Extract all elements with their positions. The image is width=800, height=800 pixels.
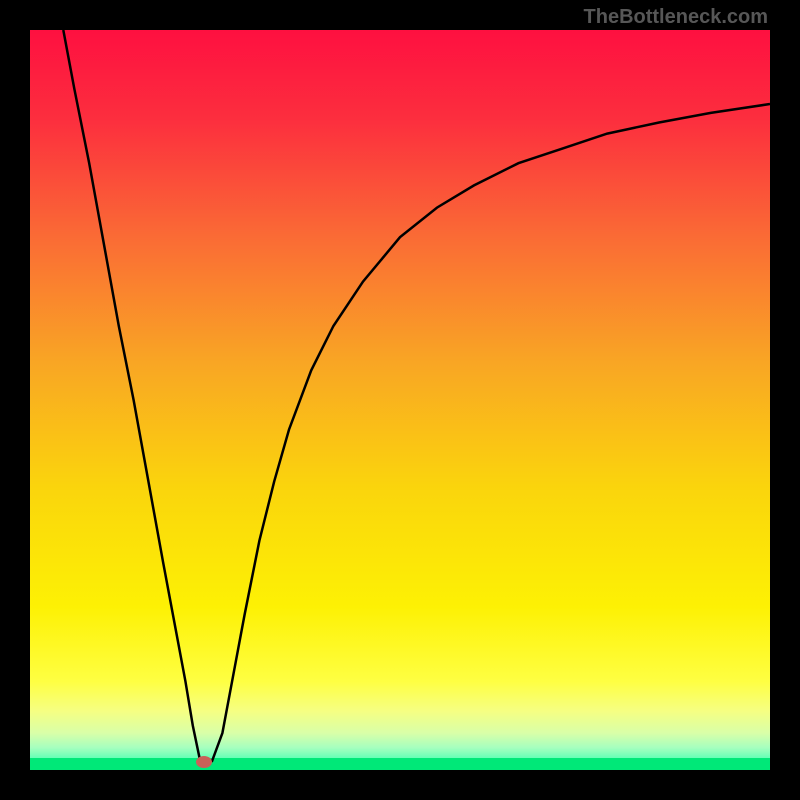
watermark-text: TheBottleneck.com bbox=[584, 6, 768, 29]
bottleneck-curve bbox=[63, 30, 770, 763]
chart-area bbox=[30, 30, 770, 770]
minimum-marker bbox=[196, 756, 212, 768]
curve-layer bbox=[30, 30, 770, 770]
